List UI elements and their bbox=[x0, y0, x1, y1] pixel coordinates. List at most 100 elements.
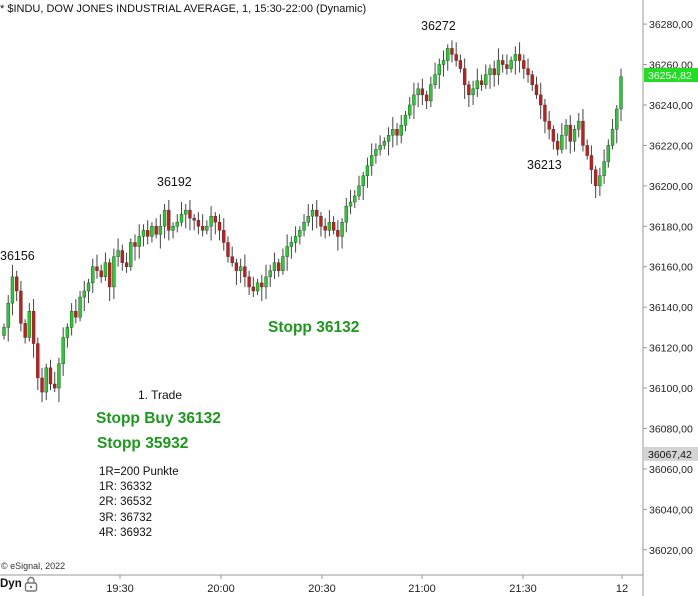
y-tick-label: 36180,00 bbox=[649, 221, 693, 233]
y-tick-label: 36080,00 bbox=[649, 423, 693, 435]
candle-body bbox=[247, 276, 251, 288]
candle-body bbox=[188, 209, 192, 219]
candle-body bbox=[141, 230, 146, 237]
time-axis: 19:30 20:00 20:30 21:00 21:30 12 bbox=[0, 574, 643, 595]
candle-body bbox=[467, 84, 471, 96]
candle-body bbox=[484, 74, 488, 85]
candle-body bbox=[454, 54, 458, 61]
high-label-3: 36272 bbox=[421, 19, 456, 33]
last-price-badge bbox=[644, 68, 698, 83]
y-tick-label: 36060,00 bbox=[649, 464, 693, 476]
candle-body bbox=[167, 209, 171, 231]
candle-body bbox=[184, 209, 188, 215]
candle-body bbox=[340, 222, 344, 237]
candle-body bbox=[179, 213, 184, 223]
candle-body bbox=[74, 311, 78, 318]
candle-body bbox=[158, 226, 163, 235]
candle-body bbox=[133, 242, 137, 247]
candle-body bbox=[412, 94, 416, 106]
candle-body bbox=[310, 209, 315, 217]
chart-title: * $INDU, DOW JONES INDUSTRIAL AVERAGE, 1… bbox=[0, 3, 367, 15]
candle-body bbox=[543, 104, 547, 122]
candle-body bbox=[36, 343, 40, 379]
marked-level-badge-text: 36067,42 bbox=[648, 449, 692, 461]
candle-body bbox=[560, 135, 564, 150]
candle-body bbox=[298, 230, 302, 237]
candle-body bbox=[192, 218, 196, 221]
candle-body bbox=[399, 124, 403, 136]
candle-body bbox=[124, 262, 129, 267]
candle-body bbox=[369, 155, 374, 166]
y-tick-label: 36280,00 bbox=[649, 19, 693, 31]
x-tick-label: 21:00 bbox=[408, 583, 436, 595]
candle-body bbox=[209, 215, 213, 227]
candle-body bbox=[268, 270, 272, 278]
candle-body bbox=[255, 282, 260, 292]
candle-body bbox=[306, 215, 310, 223]
r-multiple-list: 1R=200 Punkte 1R: 36332 2R: 36532 3R: 36… bbox=[99, 465, 179, 541]
stopp-buy-label: Stopp Buy 36132 bbox=[96, 410, 221, 427]
candle-body bbox=[437, 64, 441, 75]
y-tick-label: 36040,00 bbox=[649, 504, 693, 516]
candle-body bbox=[129, 242, 133, 267]
candle-body bbox=[602, 161, 606, 176]
candle-body bbox=[441, 60, 446, 65]
candle-body bbox=[446, 48, 450, 61]
candle-body bbox=[61, 337, 65, 364]
candle-body bbox=[251, 286, 256, 292]
candle-body bbox=[424, 94, 429, 102]
candle-body bbox=[82, 290, 86, 298]
candle-body bbox=[433, 74, 437, 85]
candle-body bbox=[243, 266, 247, 278]
candle-body bbox=[285, 246, 289, 257]
candle-body bbox=[10, 276, 15, 304]
candle-body bbox=[150, 226, 154, 237]
r-list-item: 1R=200 Punkte bbox=[99, 466, 179, 478]
candle-body bbox=[226, 242, 230, 257]
lock-icon[interactable] bbox=[24, 576, 38, 592]
candle-body bbox=[315, 209, 319, 217]
candle-body bbox=[175, 222, 179, 227]
candle-body bbox=[492, 68, 496, 75]
candle-body bbox=[577, 120, 581, 130]
candle-body bbox=[564, 124, 568, 136]
candle-body bbox=[357, 185, 361, 197]
candle-body bbox=[14, 276, 19, 292]
candle-body bbox=[27, 311, 32, 338]
candle-body bbox=[327, 222, 332, 231]
candle-body bbox=[277, 262, 281, 271]
candle-body bbox=[40, 377, 44, 393]
candle-body bbox=[403, 114, 408, 126]
candle-body bbox=[353, 195, 357, 203]
candle-body bbox=[344, 205, 348, 223]
candle-body bbox=[598, 175, 602, 187]
candle-body bbox=[581, 120, 585, 146]
copyright-text: © eSignal, 2022 bbox=[1, 561, 66, 571]
candle-body bbox=[517, 54, 522, 61]
candle-body bbox=[610, 129, 615, 146]
low-label-1: 36213 bbox=[527, 158, 562, 172]
candle-body bbox=[348, 201, 353, 207]
marked-level-badge bbox=[644, 446, 698, 461]
candle-body bbox=[19, 290, 23, 324]
candle-body bbox=[95, 266, 99, 271]
candle-body bbox=[530, 74, 534, 85]
candle-body bbox=[593, 169, 598, 187]
candle-body bbox=[539, 94, 543, 106]
candle-body bbox=[281, 256, 285, 271]
candle-body bbox=[395, 129, 399, 136]
candle-body bbox=[365, 165, 370, 176]
candle-body bbox=[323, 226, 327, 231]
candle-body bbox=[505, 64, 509, 69]
candle-body bbox=[162, 209, 167, 227]
x-tick-label: 20:00 bbox=[207, 583, 235, 595]
y-tick-label: 36120,00 bbox=[649, 343, 693, 355]
dyn-label[interactable]: Dyn bbox=[0, 578, 22, 590]
x-tick-label: 20:30 bbox=[308, 583, 336, 595]
y-tick-label: 36160,00 bbox=[649, 262, 693, 274]
candle-body bbox=[615, 108, 619, 130]
candle-body bbox=[238, 266, 243, 271]
candle-body bbox=[222, 230, 226, 243]
r-list-item: 3R: 36732 bbox=[99, 511, 153, 524]
